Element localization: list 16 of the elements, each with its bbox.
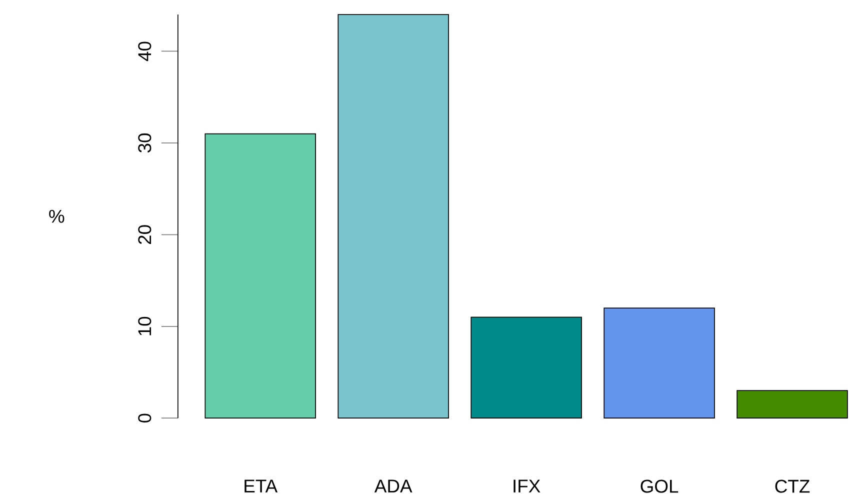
- y-tick-label: 20: [138, 225, 152, 244]
- y-tick-label: 10: [138, 316, 152, 336]
- y-tick-label: 40: [138, 42, 152, 62]
- bar: [470, 316, 582, 419]
- bar: [338, 14, 449, 419]
- y-axis-title: %: [49, 210, 64, 223]
- bar: [604, 308, 715, 419]
- bar: [736, 390, 848, 419]
- bar: [204, 133, 316, 419]
- x-tick-label: ADA: [374, 480, 412, 493]
- x-tick-label: GOL: [640, 480, 678, 493]
- x-tick-label: CTZ: [775, 480, 810, 493]
- y-tick-label: 0: [138, 414, 152, 423]
- x-tick-label: IFX: [514, 480, 540, 493]
- y-tick-label: 30: [138, 134, 152, 153]
- x-tick-label: ETA: [244, 480, 278, 493]
